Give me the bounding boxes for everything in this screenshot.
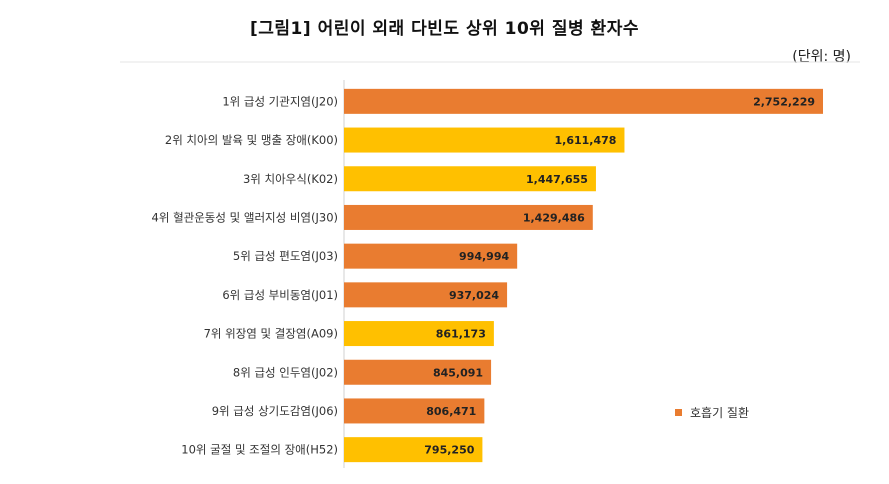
value-label: 2,752,229 xyxy=(753,95,815,108)
value-label: 861,173 xyxy=(436,328,486,341)
chart-title: [그림1] 어린이 외래 다빈도 상위 10위 질병 환자수 xyxy=(250,19,639,39)
bars-group: 1위 급성 기관지염(J20) 2,752,229 2위 치아의 발육 및 맹출 장… xyxy=(152,88,823,463)
legend-label: 호흡기 질환 xyxy=(690,406,749,420)
legend: 호흡기 질환 xyxy=(675,406,749,420)
bar xyxy=(344,88,823,114)
bar xyxy=(344,243,518,269)
category-label: 2위 치아의 발육 및 맹출 장애(K00) xyxy=(165,133,338,147)
value-label: 937,024 xyxy=(449,289,499,302)
category-label: 10위 굴절 및 조절의 장애(H52) xyxy=(181,443,338,457)
category-label: 4위 혈관운동성 및 앨러지성 비염(J30) xyxy=(152,210,338,224)
bar xyxy=(344,127,625,153)
legend-swatch xyxy=(675,409,682,416)
value-label: 994,994 xyxy=(459,250,509,263)
unit-label: (단위: 명) xyxy=(792,49,851,65)
bar xyxy=(344,398,485,424)
value-label: 1,447,655 xyxy=(526,173,588,186)
value-label: 806,471 xyxy=(426,405,476,418)
bar xyxy=(344,166,596,192)
bar xyxy=(344,321,494,347)
category-label: 6위 급성 부비동염(J01) xyxy=(222,288,338,302)
bar xyxy=(344,282,508,308)
bar xyxy=(344,359,492,385)
value-label: 845,091 xyxy=(433,366,483,379)
value-label: 1,611,478 xyxy=(555,134,617,147)
category-label: 7위 위장염 및 결장염(A09) xyxy=(204,327,338,341)
bar xyxy=(344,437,483,463)
bar xyxy=(344,204,593,230)
category-label: 3위 치아우식(K02) xyxy=(243,172,338,186)
category-label: 9위 급성 상기도감염(J06) xyxy=(212,404,338,418)
value-label: 1,429,486 xyxy=(523,211,585,224)
category-label: 5위 급성 편도염(J03) xyxy=(233,249,338,263)
value-label: 795,250 xyxy=(424,444,474,457)
category-label: 8위 급성 인두염(J02) xyxy=(233,365,338,379)
category-label: 1위 급성 기관지염(J20) xyxy=(222,94,338,108)
